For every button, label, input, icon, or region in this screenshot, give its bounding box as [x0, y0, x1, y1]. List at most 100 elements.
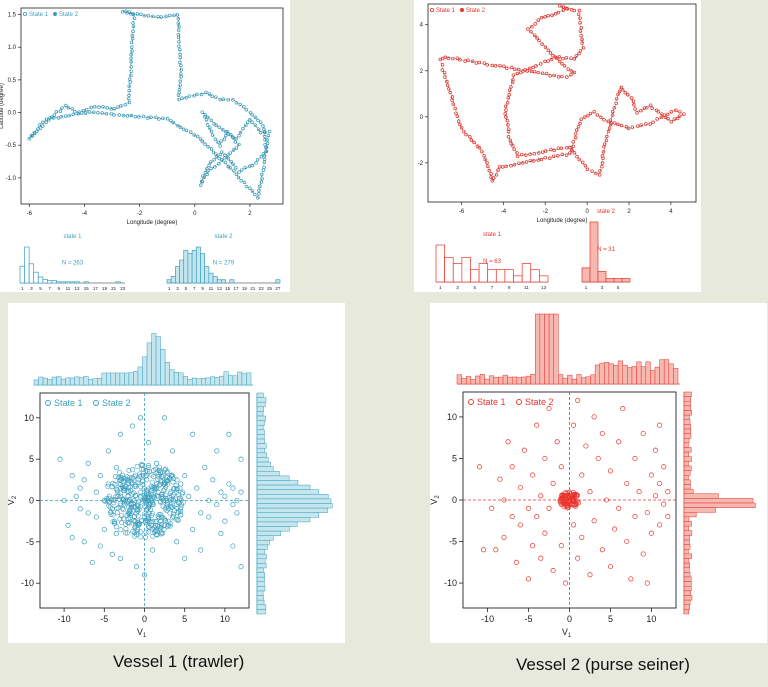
top-marginal-bar: [187, 379, 193, 386]
scatter-point: [571, 422, 577, 428]
v2-hist-state1-tick-label: 11: [524, 285, 529, 290]
track-point: [470, 59, 475, 64]
track-point: [659, 115, 664, 120]
track-point: [678, 109, 682, 114]
cluster-point: [142, 496, 148, 502]
track-point: [176, 35, 181, 40]
x-axis-label: V1: [562, 627, 572, 639]
track-point: [116, 105, 120, 109]
track-point: [493, 63, 498, 68]
v1-hist-state1-bar: [47, 280, 53, 284]
scatter-point: [657, 422, 663, 428]
cluster-point: [170, 473, 176, 479]
track-point: [261, 168, 266, 172]
track-point: [487, 168, 491, 173]
track-point: [598, 168, 602, 173]
cluster-point: [133, 510, 139, 516]
top-marginal-bar: [622, 364, 628, 385]
v2-hist-state1-bar: [461, 256, 471, 283]
track-point: [604, 138, 609, 142]
track-point: [132, 16, 137, 20]
x-tick-label: 0: [193, 211, 197, 217]
legend-marker-state1: [429, 7, 434, 12]
track-point: [515, 71, 519, 76]
cluster-point: [115, 474, 121, 480]
scatter-point: [636, 489, 642, 495]
scatter-point: [489, 505, 495, 511]
scatter-point: [190, 526, 196, 532]
scatter-point: [69, 473, 75, 479]
track-point: [214, 152, 218, 156]
v1-hist-state2-tick-label: 27: [275, 286, 281, 291]
track-line: [440, 6, 685, 183]
cluster-point: [170, 479, 176, 485]
track-point: [474, 61, 479, 65]
cluster-point: [129, 504, 135, 510]
track-point: [528, 152, 532, 157]
cluster-point: [170, 497, 176, 503]
track-point: [171, 120, 176, 125]
track-point: [650, 106, 654, 110]
track-point: [181, 127, 186, 132]
track-point: [248, 186, 252, 191]
top-marginal-bar: [124, 372, 130, 386]
v1-hist-state2-tick-label: 5: [185, 286, 188, 291]
legend-marker-state1: [22, 11, 27, 16]
v1-hist-state1-bar: [33, 271, 39, 284]
top-marginal-bar: [668, 363, 674, 385]
track-point: [610, 110, 615, 114]
cluster-point: [110, 519, 116, 525]
track-point: [178, 55, 183, 60]
track-point: [206, 169, 210, 173]
cluster-point: [174, 486, 180, 492]
track-point: [37, 123, 42, 127]
y-tick-label: -10: [21, 578, 34, 588]
track-point: [602, 142, 607, 146]
top-marginal-bar: [51, 376, 57, 386]
track-point: [200, 110, 204, 114]
right-marginal-bar: [683, 590, 691, 596]
top-marginal-bar: [502, 374, 508, 385]
top-marginal-bar: [223, 371, 229, 386]
track-point: [159, 15, 163, 19]
track-point: [455, 114, 460, 118]
y-tick-label: -5: [26, 537, 34, 547]
track-point: [217, 156, 221, 161]
track-point: [578, 48, 583, 53]
scatter-point: [105, 448, 111, 454]
track-point: [515, 151, 519, 155]
track-point: [104, 111, 109, 116]
track-point: [648, 122, 652, 126]
track-point: [651, 120, 655, 125]
track-point: [237, 170, 241, 174]
cluster-point: [571, 497, 577, 503]
plot-frame: [427, 3, 697, 203]
cluster-point: [163, 498, 169, 504]
top-marginal-bar: [115, 372, 121, 386]
scatter-point: [230, 543, 236, 549]
scatter-point: [182, 473, 188, 479]
x-tick-label: 4: [669, 209, 673, 215]
right-marginal-bar: [683, 512, 697, 518]
cluster-point: [145, 506, 151, 512]
track-point: [512, 147, 516, 152]
right-marginal-bar: [256, 411, 264, 417]
track-point: [520, 152, 524, 157]
track-point: [121, 113, 126, 118]
right-marginal-bar: [256, 567, 264, 573]
top-marginal-bar: [507, 376, 513, 385]
track-point: [205, 172, 209, 177]
right-marginal-bar: [256, 438, 265, 444]
track-point: [635, 110, 639, 115]
v2-hist-state1-bar: [513, 275, 523, 283]
track-point: [505, 118, 510, 123]
legend-marker-state2: [93, 400, 99, 406]
scatter-point: [538, 493, 544, 499]
cluster-point: [145, 524, 151, 530]
track-point: [40, 124, 45, 128]
track-point: [109, 111, 114, 116]
track-point: [553, 55, 558, 60]
cluster-point: [151, 492, 157, 498]
track-point: [564, 153, 569, 157]
track-point: [543, 15, 547, 19]
